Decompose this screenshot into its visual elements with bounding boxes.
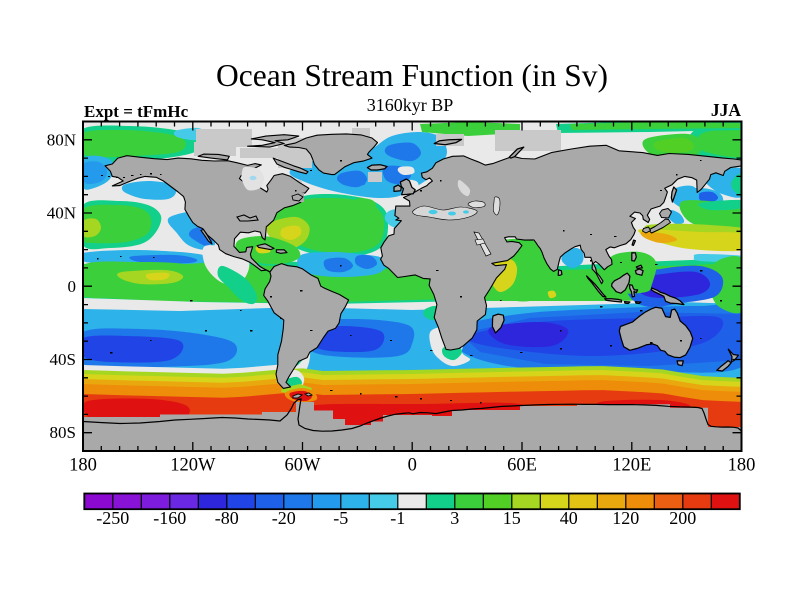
svg-text:40S: 40S xyxy=(50,350,76,369)
svg-text:-5: -5 xyxy=(333,508,348,528)
svg-text:15: 15 xyxy=(503,508,521,528)
svg-text:180: 180 xyxy=(728,456,756,476)
svg-text:120W: 120W xyxy=(170,456,216,476)
svg-text:120: 120 xyxy=(612,508,639,528)
svg-text:JJA: JJA xyxy=(711,100,742,120)
svg-text:-20: -20 xyxy=(272,508,296,528)
svg-text:120E: 120E xyxy=(612,456,651,476)
svg-text:-80: -80 xyxy=(215,508,239,528)
svg-text:-250: -250 xyxy=(96,508,129,528)
svg-text:Ocean Stream Function (in Sv): Ocean Stream Function (in Sv) xyxy=(216,58,608,93)
svg-text:40N: 40N xyxy=(47,204,76,223)
svg-text:60W: 60W xyxy=(285,456,322,476)
svg-text:80S: 80S xyxy=(50,423,76,442)
svg-text:40: 40 xyxy=(560,508,578,528)
svg-text:Expt = tFmHc: Expt = tFmHc xyxy=(84,102,189,121)
svg-text:0: 0 xyxy=(68,277,77,296)
svg-text:3160kyr BP: 3160kyr BP xyxy=(367,95,454,115)
svg-text:3: 3 xyxy=(450,508,459,528)
svg-text:180: 180 xyxy=(69,456,97,476)
svg-text:-160: -160 xyxy=(153,508,186,528)
svg-text:80N: 80N xyxy=(47,130,76,149)
svg-text:60E: 60E xyxy=(507,456,537,476)
svg-text:-1: -1 xyxy=(390,508,405,528)
svg-text:0: 0 xyxy=(408,456,417,476)
svg-text:200: 200 xyxy=(669,508,696,528)
